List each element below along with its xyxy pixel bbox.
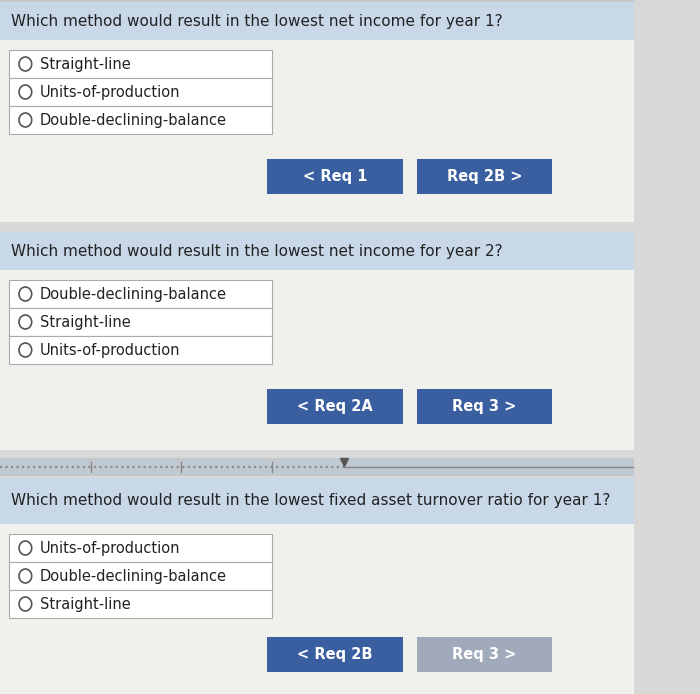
- FancyBboxPatch shape: [0, 450, 634, 460]
- FancyBboxPatch shape: [9, 534, 272, 562]
- FancyBboxPatch shape: [0, 478, 634, 524]
- Circle shape: [19, 597, 32, 611]
- Text: Which method would result in the lowest net income for year 2?: Which method would result in the lowest …: [11, 244, 503, 258]
- Text: Units-of-production: Units-of-production: [40, 541, 181, 555]
- FancyBboxPatch shape: [416, 637, 552, 672]
- Text: Req 3 >: Req 3 >: [452, 647, 517, 662]
- FancyBboxPatch shape: [0, 232, 634, 452]
- FancyBboxPatch shape: [0, 478, 634, 694]
- FancyBboxPatch shape: [9, 106, 272, 134]
- FancyBboxPatch shape: [9, 590, 272, 618]
- Text: Req 2B >: Req 2B >: [447, 169, 522, 184]
- Circle shape: [19, 541, 32, 555]
- Text: Double-declining-balance: Double-declining-balance: [40, 112, 227, 128]
- Text: Straight-line: Straight-line: [40, 597, 131, 611]
- Circle shape: [19, 569, 32, 583]
- FancyBboxPatch shape: [9, 562, 272, 590]
- Text: Straight-line: Straight-line: [40, 314, 131, 330]
- FancyBboxPatch shape: [0, 232, 634, 270]
- FancyBboxPatch shape: [9, 50, 272, 78]
- Circle shape: [19, 113, 32, 127]
- FancyBboxPatch shape: [9, 78, 272, 106]
- FancyBboxPatch shape: [0, 2, 634, 222]
- FancyBboxPatch shape: [0, 0, 634, 14]
- FancyBboxPatch shape: [0, 2, 634, 40]
- FancyBboxPatch shape: [9, 280, 272, 308]
- Text: Straight-line: Straight-line: [40, 56, 131, 71]
- FancyBboxPatch shape: [267, 159, 403, 194]
- Text: Double-declining-balance: Double-declining-balance: [40, 568, 227, 584]
- FancyBboxPatch shape: [0, 458, 634, 476]
- FancyBboxPatch shape: [9, 336, 272, 364]
- Text: < Req 2B: < Req 2B: [298, 647, 373, 662]
- Text: Which method would result in the lowest fixed asset turnover ratio for year 1?: Which method would result in the lowest …: [11, 493, 610, 509]
- FancyBboxPatch shape: [267, 637, 403, 672]
- Text: Units-of-production: Units-of-production: [40, 85, 181, 99]
- Circle shape: [19, 85, 32, 99]
- FancyBboxPatch shape: [416, 389, 552, 424]
- FancyBboxPatch shape: [0, 222, 634, 230]
- FancyBboxPatch shape: [267, 389, 403, 424]
- Circle shape: [19, 57, 32, 71]
- FancyBboxPatch shape: [9, 308, 272, 336]
- Text: Units-of-production: Units-of-production: [40, 343, 181, 357]
- Text: < Req 1: < Req 1: [303, 169, 368, 184]
- Text: < Req 2A: < Req 2A: [297, 399, 373, 414]
- Circle shape: [19, 343, 32, 357]
- Text: Which method would result in the lowest net income for year 1?: Which method would result in the lowest …: [11, 13, 503, 28]
- Circle shape: [19, 287, 32, 301]
- Text: Double-declining-balance: Double-declining-balance: [40, 287, 227, 301]
- Circle shape: [19, 315, 32, 329]
- FancyBboxPatch shape: [416, 159, 552, 194]
- Text: Req 3 >: Req 3 >: [452, 399, 517, 414]
